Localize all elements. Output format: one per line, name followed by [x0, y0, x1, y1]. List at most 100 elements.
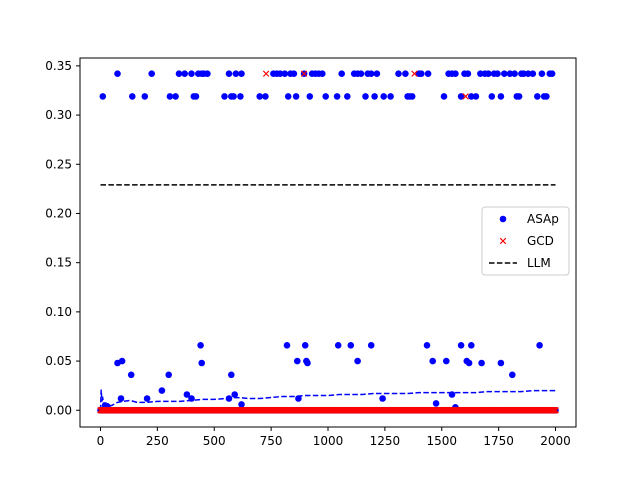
- gcd-point: [300, 70, 308, 77]
- asap-point: [221, 93, 228, 100]
- asap-point: [334, 342, 342, 349]
- asap-point: [198, 359, 205, 367]
- asap-point: [429, 357, 437, 365]
- asap-point: [424, 70, 432, 77]
- asap-point: [501, 70, 508, 77]
- asap-point: [281, 70, 289, 77]
- asap-point: [319, 70, 326, 77]
- asap-point: [362, 93, 369, 100]
- asap-point: [538, 70, 546, 77]
- asap-point: [472, 93, 480, 100]
- plot-area: [97, 70, 559, 414]
- asap-point: [143, 395, 151, 402]
- asap-point: [485, 70, 492, 77]
- legend-label-gcd: GCD: [527, 234, 554, 248]
- x-tick-label: 250: [146, 434, 169, 448]
- asap-point: [188, 70, 195, 77]
- asap-point: [440, 93, 448, 100]
- asap-point: [127, 371, 135, 379]
- asap-point: [464, 70, 472, 77]
- asap-point: [457, 93, 465, 100]
- asap-point: [543, 93, 550, 100]
- asap-point: [432, 400, 440, 407]
- y-tick-label: 0.15: [45, 256, 72, 270]
- x-tick-label: 500: [203, 434, 226, 448]
- asap-point: [534, 93, 541, 100]
- asap-point: [379, 395, 386, 402]
- asap-point: [204, 70, 211, 77]
- asap-point: [465, 359, 473, 367]
- asap-point: [238, 70, 245, 77]
- asap-point: [488, 93, 496, 100]
- asap-point: [494, 70, 501, 77]
- asap-point: [402, 70, 409, 77]
- asap-point: [284, 93, 292, 100]
- asap-point: [294, 357, 301, 365]
- asap-point: [129, 93, 136, 100]
- asap-point: [192, 93, 200, 100]
- asap-point: [322, 93, 330, 100]
- y-tick-label: 0.30: [45, 108, 72, 122]
- x-tick-label: 1250: [370, 434, 401, 448]
- asap-point: [117, 395, 125, 402]
- y-tick-label: 0.20: [45, 206, 72, 220]
- asap-point: [256, 93, 264, 100]
- series-gcd: [97, 70, 559, 414]
- asap-point: [225, 70, 233, 77]
- asap-point: [141, 93, 149, 100]
- asap-point: [276, 70, 284, 77]
- asap-point: [387, 93, 394, 100]
- asap-point: [231, 391, 238, 398]
- y-tick-label: 0.05: [45, 354, 72, 368]
- asap-point: [225, 395, 233, 402]
- series-line-running: [99, 389, 556, 411]
- asap-point: [511, 70, 518, 77]
- asap-point: [457, 342, 465, 349]
- asap-point: [529, 70, 537, 77]
- asap-point: [188, 395, 195, 402]
- asap-point: [373, 70, 381, 77]
- asap-point: [114, 70, 121, 77]
- asap-point: [228, 371, 235, 379]
- x-tick-label: 1750: [483, 434, 514, 448]
- asap-point: [175, 70, 183, 77]
- asap-point: [301, 342, 309, 349]
- asap-point: [237, 93, 244, 100]
- asap-point: [506, 70, 514, 77]
- asap-point: [423, 342, 431, 349]
- asap-point: [238, 401, 245, 408]
- asap-point: [148, 70, 155, 77]
- y-tick-label: 0.00: [45, 403, 72, 417]
- asap-point: [443, 357, 450, 365]
- asap-point: [468, 93, 475, 100]
- legend-box: [481, 206, 570, 276]
- asap-point: [509, 371, 516, 379]
- asap-point: [304, 359, 311, 367]
- asap-point: [230, 93, 237, 100]
- asap-point: [497, 93, 505, 100]
- asap-point: [166, 93, 174, 100]
- asap-point: [395, 70, 402, 77]
- legend-label-llm: LLM: [527, 256, 551, 270]
- gcd-point: [462, 93, 469, 100]
- legend: ASAp GCD LLM: [481, 206, 570, 276]
- y-tick-label: 0.10: [45, 305, 72, 319]
- asap-point: [118, 357, 126, 365]
- asap-point: [183, 391, 191, 398]
- asap-point: [165, 371, 172, 379]
- y-tick-label: 0.25: [45, 157, 72, 171]
- x-tick-label: 750: [260, 434, 283, 448]
- asap-point: [468, 342, 475, 349]
- asap-point: [524, 70, 532, 77]
- asap-point: [367, 342, 375, 349]
- asap-point: [197, 342, 204, 349]
- asap-point: [99, 93, 107, 100]
- asap-point: [295, 395, 302, 402]
- asap-point: [448, 391, 456, 398]
- asap-point: [380, 93, 388, 100]
- gcd-point: [552, 406, 559, 414]
- legend-marker-gcd: [499, 237, 507, 245]
- asap-point: [347, 342, 355, 349]
- legend-marker-asap: [499, 215, 507, 223]
